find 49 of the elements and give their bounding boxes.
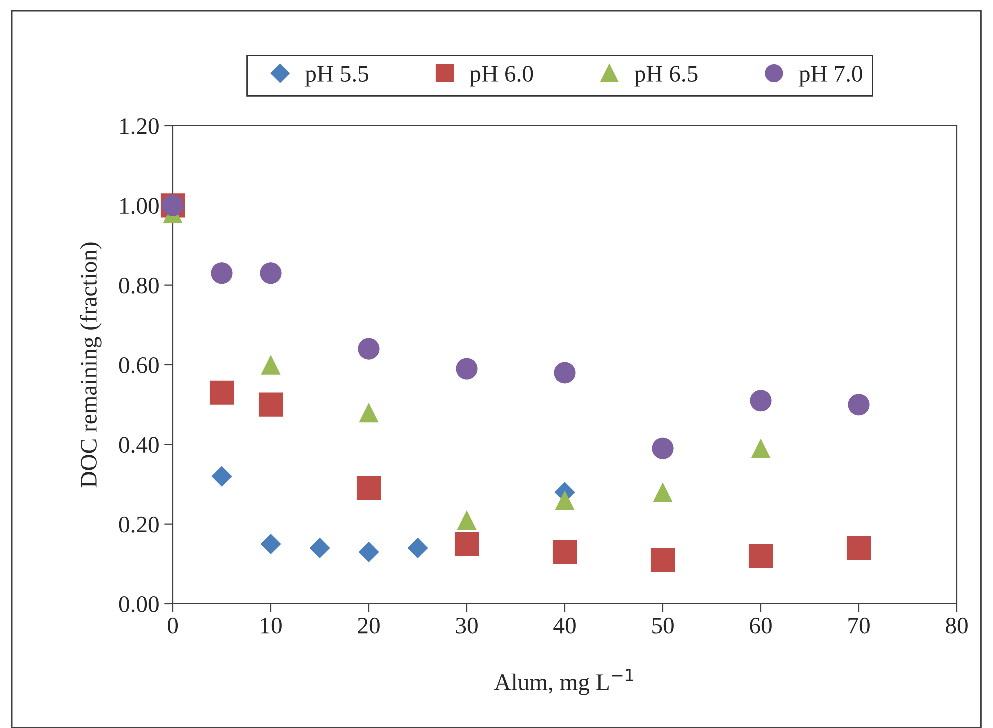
legend-label: pH 6.0 <box>470 66 534 87</box>
x-axis-title: Alum, mg L$^{−1}$ <box>494 669 634 696</box>
point <box>359 402 379 423</box>
x-tick-label: 80 <box>946 618 968 634</box>
point <box>846 536 872 560</box>
legend-label: pH 7.0 <box>799 66 862 87</box>
point <box>211 262 233 284</box>
point <box>751 438 771 458</box>
x-tick-label: 50 <box>652 618 674 634</box>
y-tick-label: 0.60 <box>119 357 159 374</box>
point <box>456 358 478 380</box>
point <box>653 482 673 502</box>
point <box>748 544 774 568</box>
point <box>261 355 281 375</box>
y-tick-label: 0.20 <box>119 516 159 533</box>
point <box>356 476 382 501</box>
point <box>358 338 380 360</box>
point <box>457 510 477 530</box>
x-tick-label: 20 <box>358 618 380 634</box>
point <box>210 380 234 405</box>
point <box>554 362 576 384</box>
legend-label: pH 5.5 <box>306 66 368 87</box>
point <box>260 534 282 555</box>
x-tick-label: 30 <box>456 618 478 634</box>
y-tick-label: 1.20 <box>120 118 159 135</box>
x-tick-label: 40 <box>554 618 576 634</box>
y-tick-label: 0.40 <box>119 437 159 454</box>
y-axis-title: DOC remaining (fraction) <box>80 242 102 488</box>
point <box>555 490 575 510</box>
point <box>750 390 772 412</box>
y-tick-label: 0.80 <box>119 278 159 294</box>
point <box>848 394 870 416</box>
point <box>650 548 676 572</box>
y-tick-label: 0.00 <box>119 596 159 613</box>
point <box>552 540 578 564</box>
x-tick-label: 0 <box>168 618 178 634</box>
y-tick-label: 1.00 <box>120 198 159 214</box>
point <box>258 392 284 417</box>
point <box>454 532 480 556</box>
point <box>310 538 330 559</box>
x-tick-label: 60 <box>750 618 772 634</box>
legend-label: pH 6.5 <box>634 66 698 87</box>
point <box>652 438 674 460</box>
x-tick-label: 10 <box>261 618 282 634</box>
point <box>260 262 282 284</box>
point <box>212 466 232 487</box>
point <box>358 542 380 563</box>
x-tick-label: 70 <box>848 618 870 634</box>
point <box>408 538 428 559</box>
